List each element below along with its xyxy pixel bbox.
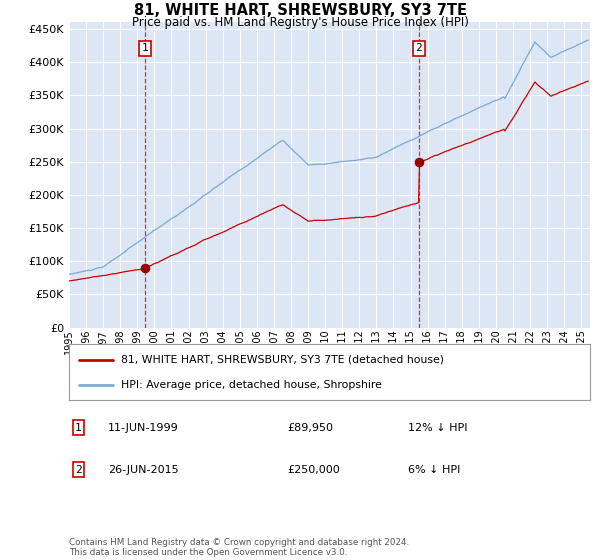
Text: £89,950: £89,950	[288, 423, 334, 432]
Text: 2: 2	[415, 43, 422, 53]
Text: 1: 1	[142, 43, 148, 53]
Text: 81, WHITE HART, SHREWSBURY, SY3 7TE (detached house): 81, WHITE HART, SHREWSBURY, SY3 7TE (det…	[121, 354, 444, 365]
Text: 26-JUN-2015: 26-JUN-2015	[108, 465, 179, 475]
Point	[414, 157, 424, 166]
Text: Contains HM Land Registry data © Crown copyright and database right 2024.
This d: Contains HM Land Registry data © Crown c…	[69, 538, 409, 557]
Text: 12% ↓ HPI: 12% ↓ HPI	[407, 423, 467, 432]
Text: 2: 2	[75, 465, 82, 475]
Text: 81, WHITE HART, SHREWSBURY, SY3 7TE: 81, WHITE HART, SHREWSBURY, SY3 7TE	[133, 3, 467, 18]
Text: Price paid vs. HM Land Registry's House Price Index (HPI): Price paid vs. HM Land Registry's House …	[131, 16, 469, 29]
Text: 6% ↓ HPI: 6% ↓ HPI	[407, 465, 460, 475]
Text: 1: 1	[75, 423, 82, 432]
Text: 11-JUN-1999: 11-JUN-1999	[108, 423, 179, 432]
Point	[140, 263, 149, 272]
Text: £250,000: £250,000	[288, 465, 340, 475]
Text: HPI: Average price, detached house, Shropshire: HPI: Average price, detached house, Shro…	[121, 380, 382, 390]
